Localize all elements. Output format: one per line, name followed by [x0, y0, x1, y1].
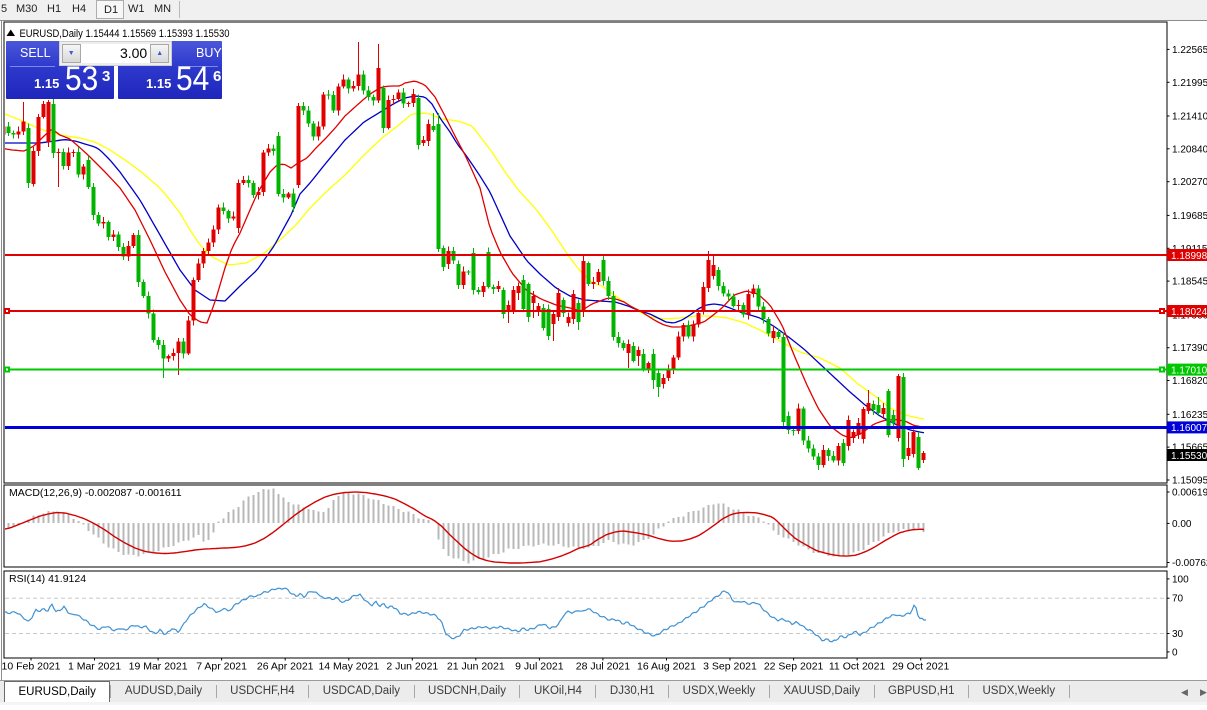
svg-text:1.15665: 1.15665 — [1172, 443, 1207, 454]
svg-text:1 Mar 2021: 1 Mar 2021 — [68, 661, 121, 673]
svg-text:1.16235: 1.16235 — [1172, 410, 1207, 421]
svg-text:26 Apr 2021: 26 Apr 2021 — [257, 661, 314, 673]
svg-text:1.20270: 1.20270 — [1172, 177, 1207, 188]
svg-text:30: 30 — [1172, 629, 1184, 640]
svg-text:1.19685: 1.19685 — [1172, 211, 1207, 222]
svg-text:0.006193: 0.006193 — [1172, 488, 1207, 499]
svg-text:2 Jun 2021: 2 Jun 2021 — [386, 661, 438, 673]
svg-text:1.22565: 1.22565 — [1172, 45, 1207, 56]
svg-text:1.18998: 1.18998 — [1171, 251, 1207, 262]
svg-text:RSI(14) 41.9124: RSI(14) 41.9124 — [9, 573, 86, 585]
svg-text:14 May 2021: 14 May 2021 — [318, 661, 379, 673]
svg-text:1.18545: 1.18545 — [1172, 277, 1207, 288]
svg-text:1.21995: 1.21995 — [1172, 78, 1207, 89]
svg-text:29 Oct 2021: 29 Oct 2021 — [892, 661, 949, 673]
svg-text:1.17390: 1.17390 — [1172, 343, 1207, 354]
svg-text:1.15530: 1.15530 — [1171, 451, 1207, 462]
svg-text:7 Apr 2021: 7 Apr 2021 — [196, 661, 247, 673]
svg-text:3 Sep 2021: 3 Sep 2021 — [703, 661, 757, 673]
svg-text:-0.00762: -0.00762 — [1172, 558, 1207, 569]
svg-text:10 Feb 2021: 10 Feb 2021 — [2, 661, 61, 673]
svg-text:0.00: 0.00 — [1172, 519, 1192, 530]
svg-text:11 Oct 2021: 11 Oct 2021 — [829, 661, 886, 673]
svg-text:1.16007: 1.16007 — [1171, 423, 1207, 434]
svg-text:1.15095: 1.15095 — [1172, 476, 1207, 487]
svg-text:100: 100 — [1172, 574, 1189, 585]
svg-text:1.17010: 1.17010 — [1171, 365, 1207, 376]
svg-text:MACD(12,26,9) -0.002087 -0.001: MACD(12,26,9) -0.002087 -0.001611 — [9, 487, 182, 499]
svg-text:1.20840: 1.20840 — [1172, 144, 1207, 155]
svg-text:1.21410: 1.21410 — [1172, 112, 1207, 123]
svg-text:19 Mar 2021: 19 Mar 2021 — [129, 661, 188, 673]
svg-text:1.16820: 1.16820 — [1172, 376, 1207, 387]
svg-text:9 Jul 2021: 9 Jul 2021 — [515, 661, 564, 673]
svg-text:0: 0 — [1172, 647, 1178, 658]
svg-text:21 Jun 2021: 21 Jun 2021 — [447, 661, 505, 673]
svg-text:16 Aug 2021: 16 Aug 2021 — [637, 661, 696, 673]
svg-text:1.18024: 1.18024 — [1171, 307, 1207, 318]
svg-text:70: 70 — [1172, 594, 1184, 605]
svg-text:22 Sep 2021: 22 Sep 2021 — [764, 661, 824, 673]
svg-text:28 Jul 2021: 28 Jul 2021 — [576, 661, 630, 673]
svg-text:EURUSD,Daily 1.15444 1.15569: EURUSD,Daily 1.15444 1.15569 1.15393 1.1… — [20, 28, 230, 40]
